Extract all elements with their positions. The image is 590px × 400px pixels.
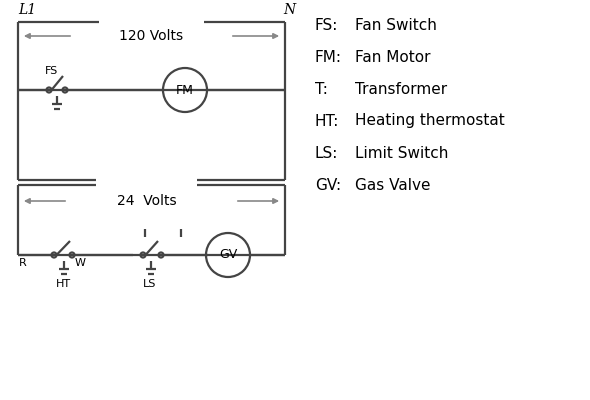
Text: Heating thermostat: Heating thermostat — [355, 114, 505, 128]
Text: Limit Switch: Limit Switch — [355, 146, 448, 160]
Text: T: T — [186, 204, 194, 218]
Text: FM: FM — [176, 84, 194, 96]
Text: Gas Valve: Gas Valve — [355, 178, 431, 192]
Text: T:: T: — [315, 82, 328, 96]
Text: HT: HT — [55, 279, 71, 289]
Text: GV:: GV: — [315, 178, 341, 192]
Text: W: W — [75, 258, 86, 268]
Text: Fan Switch: Fan Switch — [355, 18, 437, 32]
Text: HT:: HT: — [315, 114, 339, 128]
Text: 24  Volts: 24 Volts — [117, 194, 176, 208]
Text: LS:: LS: — [315, 146, 339, 160]
Text: FS: FS — [45, 66, 58, 76]
Text: L1: L1 — [18, 3, 36, 17]
Text: 120 Volts: 120 Volts — [119, 29, 183, 43]
Text: GV: GV — [219, 248, 237, 262]
Text: N: N — [283, 3, 295, 17]
Text: Fan Motor: Fan Motor — [355, 50, 431, 64]
Text: Transformer: Transformer — [355, 82, 447, 96]
Text: LS: LS — [143, 279, 157, 289]
Text: FS:: FS: — [315, 18, 339, 32]
Text: R: R — [19, 258, 27, 268]
Text: FM:: FM: — [315, 50, 342, 64]
